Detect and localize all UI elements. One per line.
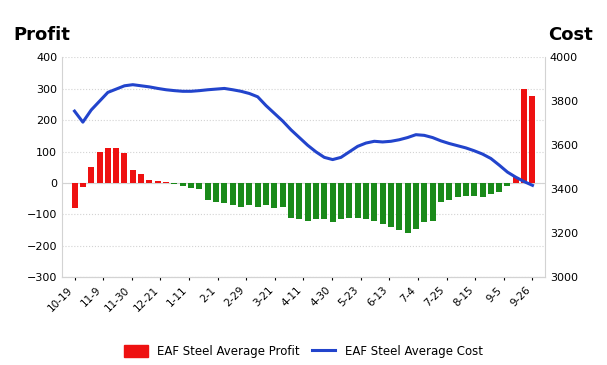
Bar	[80, 183, 86, 187]
Bar	[171, 183, 177, 184]
Bar	[529, 96, 535, 183]
Bar	[255, 183, 260, 207]
Bar	[105, 149, 111, 183]
Bar	[305, 183, 311, 221]
Bar	[363, 183, 369, 219]
Bar	[72, 183, 78, 208]
Bar	[379, 183, 385, 224]
Bar	[446, 183, 452, 200]
Bar	[180, 183, 186, 185]
Bar	[88, 167, 94, 183]
Bar	[97, 151, 103, 183]
Bar	[480, 183, 486, 197]
Bar	[121, 153, 127, 183]
Bar	[396, 183, 402, 230]
Bar	[130, 170, 136, 183]
Text: Profit: Profit	[14, 26, 70, 44]
Bar	[163, 182, 169, 183]
Bar	[271, 183, 277, 208]
Legend: EAF Steel Average Profit, EAF Steel Average Cost: EAF Steel Average Profit, EAF Steel Aver…	[120, 340, 487, 363]
Bar	[347, 183, 352, 218]
Bar	[513, 177, 519, 183]
Bar	[496, 183, 502, 192]
Bar	[263, 183, 269, 205]
Bar	[371, 183, 378, 221]
Bar	[205, 183, 211, 200]
Bar	[246, 183, 253, 205]
Bar	[238, 183, 244, 207]
Bar	[421, 183, 427, 222]
Bar	[296, 183, 302, 219]
Bar	[330, 183, 336, 222]
Bar	[155, 181, 161, 183]
Bar	[222, 183, 228, 203]
Bar	[438, 183, 444, 202]
Bar	[354, 183, 361, 218]
Bar	[455, 183, 461, 197]
Text: Cost: Cost	[549, 26, 593, 44]
Bar	[313, 183, 319, 219]
Bar	[213, 183, 219, 202]
Bar	[488, 183, 494, 194]
Bar	[471, 183, 477, 196]
Bar	[197, 183, 202, 189]
Bar	[413, 183, 419, 228]
Bar	[321, 183, 327, 219]
Bar	[463, 183, 469, 196]
Bar	[288, 183, 294, 218]
Bar	[229, 183, 236, 205]
Bar	[146, 180, 152, 183]
Bar	[188, 183, 194, 188]
Bar	[280, 183, 286, 207]
Bar	[504, 183, 510, 186]
Bar	[388, 183, 394, 227]
Bar	[138, 174, 144, 183]
Bar	[113, 149, 119, 183]
Bar	[521, 89, 527, 183]
Bar	[430, 183, 436, 221]
Bar	[405, 183, 410, 233]
Bar	[338, 183, 344, 219]
